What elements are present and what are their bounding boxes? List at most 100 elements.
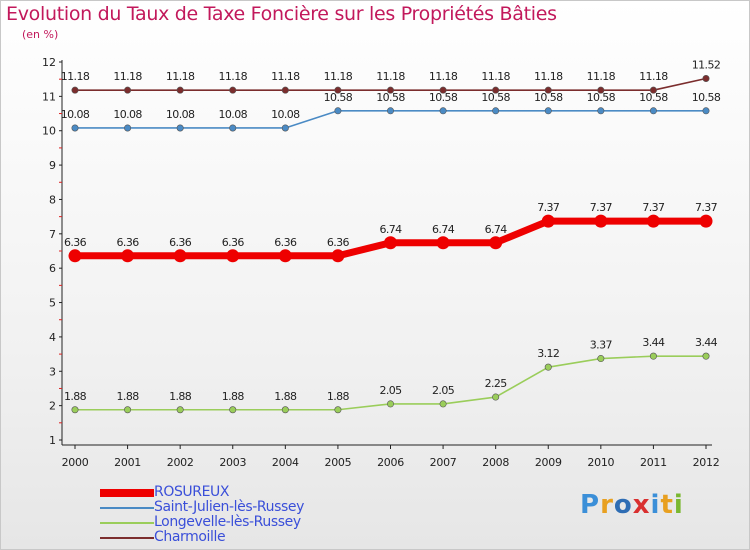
data-point [176,124,184,132]
data-label: 11.18 [113,70,142,83]
data-label: 10.58 [587,91,616,104]
data-point [439,400,447,408]
data-point [492,393,500,401]
data-point [544,107,552,115]
data-point [544,86,552,94]
data-label: 7.37 [695,201,718,214]
x-tick-label: 2007 [430,456,457,469]
data-point [334,406,342,414]
data-label: 6.74 [379,223,402,236]
data-label: 1.88 [64,390,87,403]
data-label: 6.36 [117,236,140,249]
data-label: 7.37 [537,201,560,214]
data-point [436,236,450,250]
data-label: 10.08 [219,108,248,121]
data-point [226,249,240,263]
y-tick-label: 7 [49,228,56,241]
data-label: 2.05 [379,384,402,397]
y-tick-label: 2 [49,400,56,413]
y-tick-label: 6 [49,262,56,275]
data-label: 10.58 [639,91,668,104]
y-tick-label: 5 [49,297,56,310]
data-label: 11.52 [692,58,721,71]
data-point [124,86,132,94]
x-tick-label: 2006 [377,456,404,469]
data-point [278,249,292,263]
data-point [702,107,710,115]
data-label: 11.18 [534,70,563,83]
data-point [71,86,79,94]
data-label: 3.44 [642,336,665,349]
logo-letter: r [600,490,614,520]
data-point [597,355,605,363]
y-tick-label: 3 [49,365,56,378]
data-point [649,86,657,94]
data-point [121,249,135,263]
data-label: 11.18 [219,70,248,83]
data-point [702,352,710,360]
data-point [71,406,79,414]
data-label: 7.37 [642,201,665,214]
data-point [702,74,710,82]
y-tick-label: 12 [42,56,56,69]
chart-title: Evolution du Taux de Taxe Foncière sur l… [6,3,557,25]
data-label: 11.18 [481,70,510,83]
logo-letter: x [632,490,651,520]
data-point [386,400,394,408]
data-label: 11.18 [324,70,353,83]
y-tick-label: 4 [49,331,56,344]
data-label: 6.74 [485,223,508,236]
data-point [492,107,500,115]
data-point [386,86,394,94]
data-label: 6.36 [327,236,350,249]
data-point [646,214,660,228]
data-point [597,107,605,115]
data-label: 10.58 [376,91,405,104]
data-label: 10.58 [324,91,353,104]
data-label: 10.08 [113,108,142,121]
data-label: 10.08 [271,108,300,121]
y-tick-label: 11 [42,90,56,103]
data-point [492,86,500,94]
data-point [649,352,657,360]
data-label: 10.58 [429,91,458,104]
logo-letter: o [613,490,633,520]
legend-swatch [100,522,154,524]
data-label: 6.36 [274,236,297,249]
data-label: 3.12 [537,347,559,360]
legend-label: Saint-Julien-lès-Russey [154,499,304,515]
legend-swatch [100,507,154,509]
data-label: 11.18 [587,70,616,83]
data-point [281,124,289,132]
data-label: 1.88 [117,390,140,403]
data-point [176,406,184,414]
x-tick-label: 2009 [535,456,562,469]
y-tick-label: 10 [42,125,56,138]
logo-letter: t [660,490,674,520]
data-label: 3.37 [590,339,613,352]
data-label: 11.18 [271,70,300,83]
data-label: 6.36 [222,236,245,249]
x-tick-label: 2000 [62,456,89,469]
x-tick-label: 2005 [325,456,352,469]
logo-letter: i [673,490,684,520]
data-label: 10.08 [166,108,195,121]
data-point [597,86,605,94]
data-point [699,214,713,228]
data-label: 10.08 [61,108,90,121]
data-point [71,124,79,132]
data-point [544,363,552,371]
data-label: 3.44 [695,336,718,349]
data-point [541,214,555,228]
data-label: 2.25 [485,377,508,390]
x-tick-label: 2002 [167,456,194,469]
y-tick-label: 8 [49,193,56,206]
data-point [386,107,394,115]
data-point [384,236,397,250]
logo-letter: P [580,490,601,520]
data-point [331,249,345,263]
data-point [439,86,447,94]
legend-swatch [100,537,154,539]
data-label: 10.58 [692,91,721,104]
